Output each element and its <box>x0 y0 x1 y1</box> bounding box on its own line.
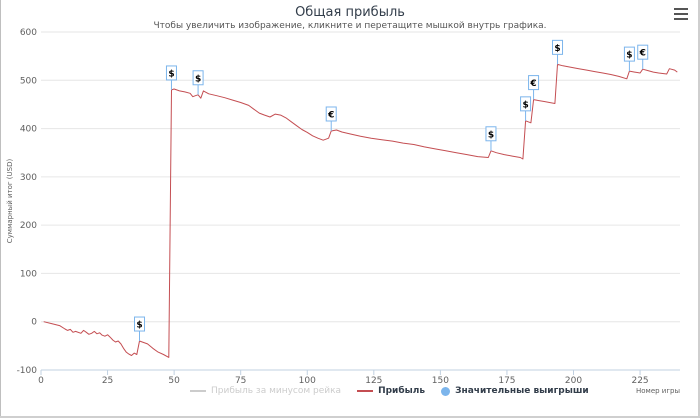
flag-marker <box>520 96 532 112</box>
y-tick-label: 300 <box>20 173 37 183</box>
flag-marker-label: $ <box>488 130 494 140</box>
y-tick-label: 0 <box>31 318 37 328</box>
flag-marker <box>325 106 337 122</box>
x-tick-label: 25 <box>102 376 113 386</box>
series-line-profit <box>43 63 678 358</box>
flag-marker <box>623 46 635 62</box>
legend-line-icon <box>357 390 374 392</box>
flag-marker <box>485 126 497 142</box>
flag-marker-label: $ <box>522 100 528 110</box>
flag-marker <box>134 316 146 332</box>
y-tick-label: 400 <box>20 125 37 135</box>
chart-title: Общая прибыль <box>295 5 405 20</box>
legend-label: Прибыль за минусом рейка <box>211 386 342 396</box>
flag-marker-label: $ <box>136 321 142 331</box>
legend-item-net-profit[interactable]: Прибыль за минусом рейка <box>190 386 341 396</box>
legend-item-big-wins[interactable]: Значительные выигрыши <box>441 386 589 396</box>
left-border <box>0 0 1 418</box>
flag-marker-label: $ <box>168 69 174 79</box>
x-tick-label: 150 <box>432 376 449 386</box>
right-border <box>698 0 700 418</box>
x-tick-label: 200 <box>565 376 582 386</box>
flag-marker-label: € <box>639 49 646 59</box>
y-tick-label: 200 <box>20 221 37 231</box>
x-tick-label: 100 <box>299 376 316 386</box>
y-tick-label: 100 <box>20 269 37 279</box>
legend-label: Прибыль <box>378 386 426 396</box>
y-axis-title: Суммарный итог (USD) <box>6 159 14 244</box>
flag-marker-label: € <box>529 79 536 89</box>
chart-legend: Прибыль за минусом рейка Прибыль Значите… <box>190 384 605 398</box>
x-tick-label: 75 <box>235 376 246 386</box>
legend-label: Значительные выигрыши <box>455 386 589 396</box>
legend-line-icon <box>190 390 206 392</box>
x-tick-label: 50 <box>168 376 180 386</box>
x-tick-label: 0 <box>38 376 44 386</box>
y-tick-label: -100 <box>17 366 38 376</box>
flag-marker <box>637 44 649 60</box>
x-tick-label: 125 <box>365 376 382 386</box>
chart-subtitle: Чтобы увеличить изображение, кликните и … <box>153 21 547 31</box>
flag-marker-label: € <box>327 110 334 120</box>
bottom-border <box>0 416 700 418</box>
flag-marker-label: $ <box>626 51 632 61</box>
legend-marker-icon <box>441 386 451 396</box>
flag-marker-label: $ <box>195 74 201 84</box>
flag-marker <box>552 39 564 55</box>
flag-marker-label: $ <box>554 44 560 54</box>
y-tick-label: 600 <box>20 28 37 38</box>
x-tick-label: 225 <box>631 376 648 386</box>
flag-marker <box>165 65 177 81</box>
legend-item-profit[interactable]: Прибыль <box>357 386 425 396</box>
y-tick-label: 500 <box>20 76 37 86</box>
hamburger-menu-icon[interactable] <box>674 8 688 22</box>
x-tick-label: 175 <box>498 376 515 386</box>
x-axis-title: Номер игры <box>636 387 680 395</box>
flag-marker <box>192 70 204 86</box>
flag-marker <box>528 75 540 91</box>
